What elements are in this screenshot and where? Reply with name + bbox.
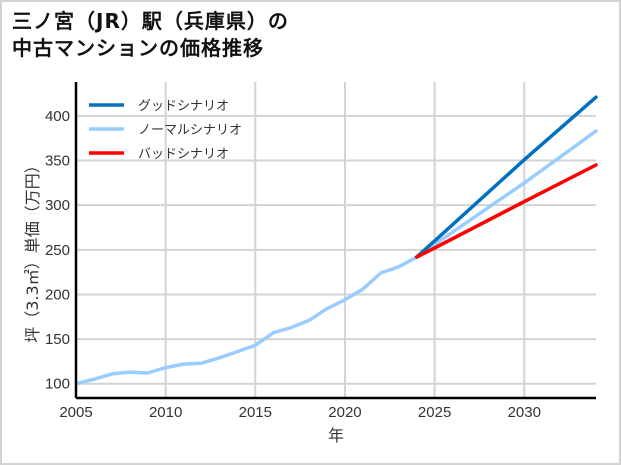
x-tick-label: 2030: [508, 404, 541, 421]
chart-title-line1: 三ノ宮（JR）駅（兵庫県）の: [12, 9, 289, 33]
y-tick-label: 350: [45, 153, 70, 170]
y-tick-label: 250: [45, 242, 70, 259]
y-tick-label: 400: [45, 108, 70, 125]
y-tick-label: 300: [45, 197, 70, 214]
legend-label: グッドシナリオ: [138, 99, 229, 114]
y-tick-label: 100: [45, 376, 70, 393]
x-tick-label: 2025: [418, 404, 451, 421]
tick-labels: 2005 2010 2015 2020 2025 2030 100 150 200 250 300 3…: [45, 108, 541, 421]
axes: [74, 82, 596, 400]
x-tick-label: 2010: [149, 404, 182, 421]
x-axis-label: 年: [328, 426, 344, 445]
x-tick-label: 2005: [59, 404, 92, 421]
y-tick-label: 150: [45, 331, 70, 348]
y-axis-label: 坪（3.3㎡）単価（万円）: [23, 157, 42, 342]
series-line: [414, 95, 598, 259]
legend-label: ノーマルシナリオ: [138, 123, 242, 138]
legend-label: バッドシナリオ: [138, 147, 229, 162]
chart-title-line2: 中古マンションの価格推移: [12, 36, 264, 60]
series-line: [414, 163, 598, 259]
chart-title: 三ノ宮（JR）駅（兵庫県）の 中古マンションの価格推移: [12, 8, 289, 62]
x-tick-label: 2020: [328, 404, 361, 421]
series-line: [74, 129, 598, 386]
x-tick-label: 2015: [239, 404, 272, 421]
data-series: [74, 95, 598, 386]
y-tick-label: 200: [45, 286, 70, 303]
